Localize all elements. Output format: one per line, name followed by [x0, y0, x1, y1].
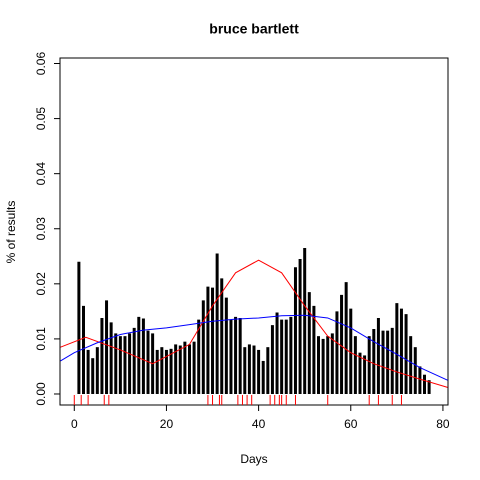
y-tick-label: 0.01 [34, 327, 48, 351]
x-tick-label: 80 [436, 417, 450, 431]
chart-title: bruce bartlett [209, 21, 299, 37]
smooth-curve [60, 314, 448, 381]
y-tick-label: 0.06 [34, 52, 48, 76]
x-tick-label: 20 [160, 417, 174, 431]
y-tick-label: 0.05 [34, 107, 48, 131]
plot-box [59, 57, 449, 406]
x-tick-label: 60 [344, 417, 358, 431]
x-tick-label: 0 [71, 417, 78, 431]
y-tick-label: 0.04 [34, 162, 48, 186]
y-tick-label: 0.00 [34, 382, 48, 406]
x-axis-label: Days [240, 452, 267, 466]
y-tick-label: 0.03 [34, 217, 48, 241]
y-axis-label: % of results [4, 201, 18, 264]
smooth-curve [60, 259, 448, 388]
x-tick-label: 40 [252, 417, 266, 431]
y-tick-label: 0.02 [34, 272, 48, 296]
